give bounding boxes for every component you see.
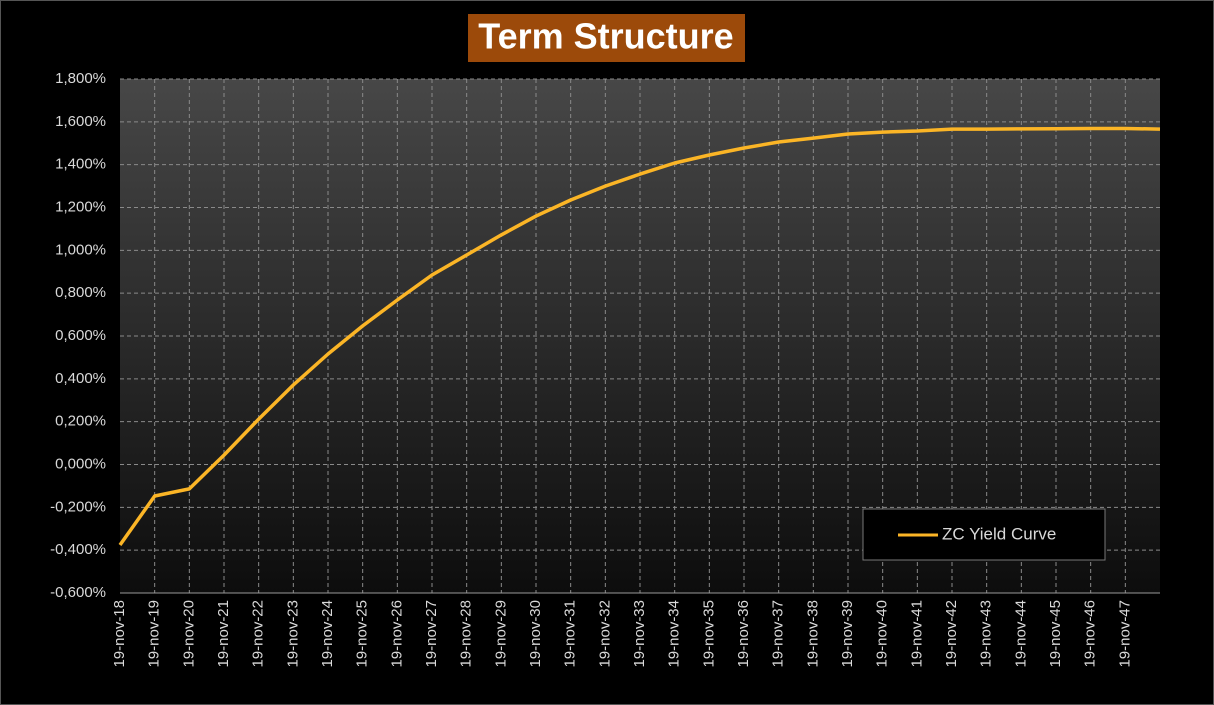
x-tick-label: 19-nov-25 <box>354 600 371 668</box>
y-tick-label: 1,400% <box>55 156 106 173</box>
x-tick-label: 19-nov-38 <box>804 600 821 668</box>
y-tick-label: -0,400% <box>50 541 106 558</box>
x-tick-label: 19-nov-34 <box>666 600 683 668</box>
chart-title: Term Structure <box>478 16 733 57</box>
y-tick-label: 0,200% <box>55 413 106 430</box>
x-tick-label: 19-nov-32 <box>596 600 613 668</box>
y-tick-label: 1,000% <box>55 241 106 258</box>
y-tick-label: -0,600% <box>50 584 106 601</box>
y-tick-label: 0,400% <box>55 370 106 387</box>
x-tick-label: 19-nov-30 <box>527 600 544 668</box>
x-tick-label: 19-nov-45 <box>1047 600 1064 668</box>
y-tick-label: 1,800% <box>55 70 106 87</box>
legend-label: ZC Yield Curve <box>942 524 1056 543</box>
y-tick-label: 1,600% <box>55 113 106 130</box>
x-tick-label: 19-nov-33 <box>631 600 648 668</box>
x-tick-label: 19-nov-36 <box>735 600 752 668</box>
x-tick-label: 19-nov-23 <box>284 600 301 668</box>
x-tick-label: 19-nov-19 <box>146 600 163 668</box>
x-tick-label: 19-nov-47 <box>1116 600 1133 668</box>
x-tick-label: 19-nov-27 <box>423 600 440 668</box>
x-tick-label: 19-nov-20 <box>180 600 197 668</box>
x-tick-label: 19-nov-43 <box>978 600 995 668</box>
x-tick-label: 19-nov-42 <box>943 600 960 668</box>
x-tick-label: 19-nov-24 <box>319 600 336 668</box>
x-tick-label: 19-nov-39 <box>839 600 856 668</box>
x-tick-label: 19-nov-35 <box>700 600 717 668</box>
title-box <box>468 14 745 62</box>
x-tick-label: 19-nov-18 <box>111 600 128 668</box>
x-tick-label: 19-nov-21 <box>215 600 232 668</box>
x-tick-label: 19-nov-41 <box>908 600 925 668</box>
y-tick-label: 0,600% <box>55 327 106 344</box>
y-tick-label: 0,000% <box>55 455 106 472</box>
y-tick-label: 1,200% <box>55 198 106 215</box>
x-tick-label: 19-nov-29 <box>492 600 509 668</box>
x-tick-label: 19-nov-44 <box>1012 600 1029 668</box>
x-tick-label: 19-nov-28 <box>458 600 475 668</box>
x-tick-label: 19-nov-26 <box>388 600 405 668</box>
data-line <box>118 126 1161 547</box>
y-tick-label: -0,200% <box>50 498 106 515</box>
x-tick-label: 19-nov-37 <box>770 600 787 668</box>
x-tick-label: 19-nov-22 <box>250 600 267 668</box>
y-tick-label: 0,800% <box>55 284 106 301</box>
x-tick-label: 19-nov-40 <box>874 600 891 668</box>
x-tick-label: 19-nov-31 <box>562 600 579 668</box>
x-tick-label: 19-nov-46 <box>1082 600 1099 668</box>
